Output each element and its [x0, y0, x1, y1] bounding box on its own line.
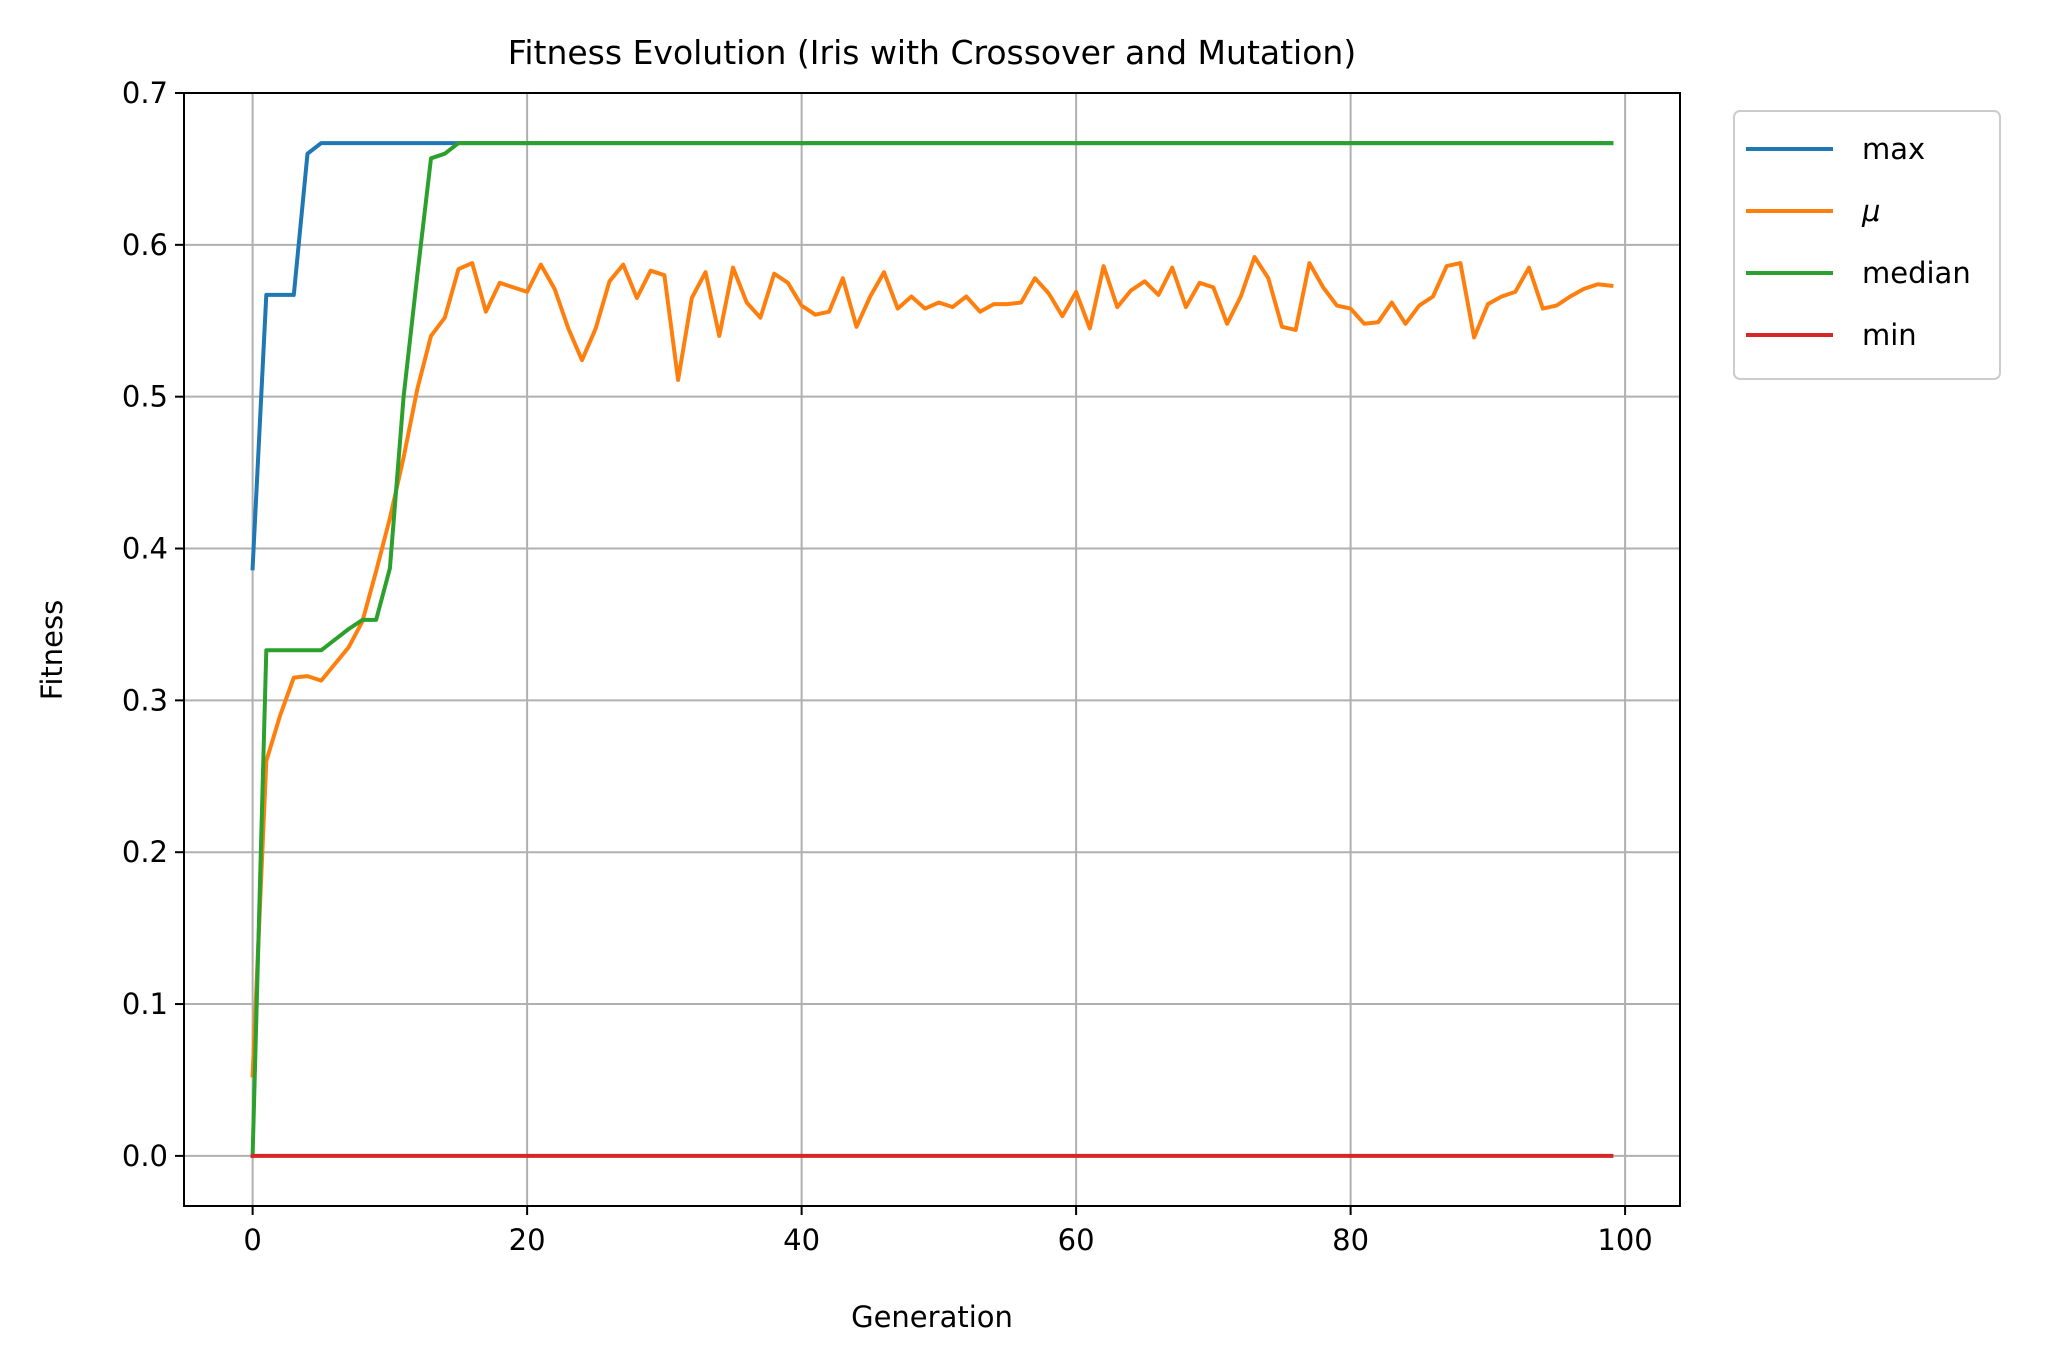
legend-label-median: median [1862, 256, 1971, 290]
chart-title: Fitness Evolution (Iris with Crossover a… [508, 33, 1356, 72]
y-tick-label: 0.4 [122, 532, 168, 566]
y-tick-label: 0.2 [122, 835, 168, 869]
y-tick-label: 0.6 [122, 228, 168, 262]
y-tick-label: 0.0 [122, 1139, 168, 1173]
x-tick-label: 20 [509, 1223, 546, 1257]
legend: max μ median min [1733, 110, 2001, 380]
x-tick-label: 40 [783, 1223, 820, 1257]
y-tick-label: 0.5 [122, 380, 168, 414]
series-line-mu [250, 255, 1614, 1078]
y-axis-label: Fitness [35, 600, 69, 700]
x-tick-label: 80 [1332, 1223, 1369, 1257]
y-tick-label: 0.7 [122, 76, 168, 110]
x-tick-label: 0 [243, 1223, 261, 1257]
plot-series [250, 141, 1614, 1158]
x-tick-label: 60 [1058, 1223, 1095, 1257]
x-axis-label: Generation [851, 1300, 1013, 1334]
plot-frame [183, 92, 1681, 1207]
y-tick-label: 0.3 [122, 683, 168, 717]
legend-label-min: min [1862, 318, 1917, 352]
legend-label-max: max [1862, 132, 1925, 166]
axis-ticks: 0 20 40 60 80 100 0.0 0.1 0.2 0.3 0.4 0.5 0.6 0.7 [122, 76, 1653, 1257]
y-tick-label: 0.1 [122, 987, 168, 1021]
legend-label-mu: μ [1861, 194, 1880, 228]
legend-box [1733, 110, 2001, 380]
series-line-median [250, 141, 1614, 1158]
x-tick-label: 100 [1597, 1223, 1652, 1257]
